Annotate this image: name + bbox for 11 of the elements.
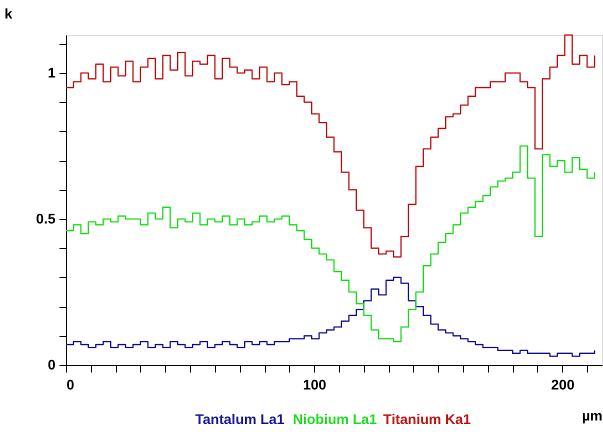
x-tick-label: 100 [302, 376, 327, 392]
y-tick-label: 1 [48, 64, 56, 80]
x-tick-label: 0 [66, 376, 74, 392]
x-tick-label: 200 [551, 376, 575, 392]
text: Niobium La1 [292, 411, 378, 427]
y-tick-label: 0 [48, 356, 56, 372]
x-axis-title: µm [582, 408, 602, 424]
y-axis-title: k [4, 6, 12, 22]
text: Tantalum La1 [195, 411, 285, 427]
y-tick-label: 0.5 [36, 210, 56, 226]
text: Titanium Ka1 [383, 411, 472, 427]
